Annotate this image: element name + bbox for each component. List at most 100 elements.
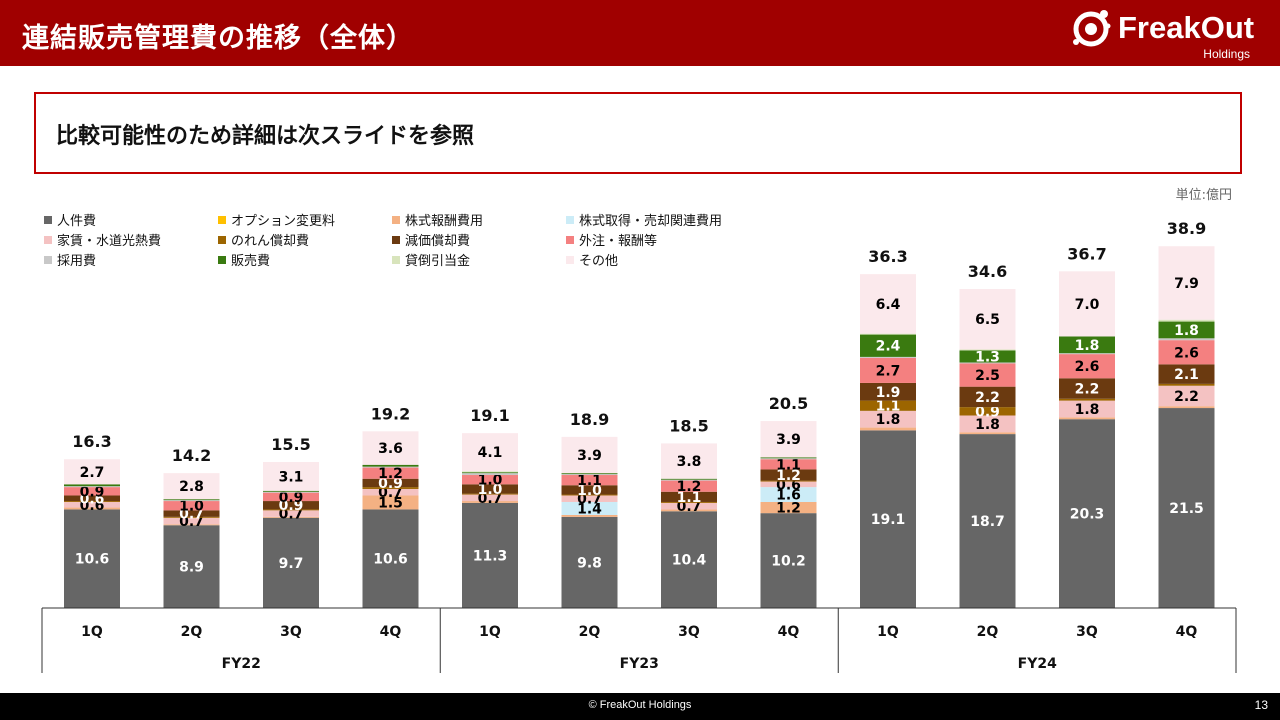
data-label: 10.6 <box>75 552 110 568</box>
legend-item: その他 <box>566 250 618 269</box>
data-label: 1.3 <box>975 349 1000 365</box>
legend-label: 販売費 <box>231 254 271 269</box>
legend-item: 減価償却費 <box>392 230 470 249</box>
total-label: 14.2 <box>172 446 211 465</box>
bar-segment <box>163 501 220 511</box>
bar-segment <box>661 509 717 512</box>
data-label: 1.1 <box>776 457 801 473</box>
bar-segment <box>64 486 120 488</box>
bar-segment <box>163 524 220 526</box>
data-label: 0.9 <box>279 498 304 514</box>
bar-segment <box>860 382 916 401</box>
bar-segment <box>1059 398 1115 401</box>
bar-segment <box>263 491 319 493</box>
bar-segment <box>860 333 916 335</box>
bar-segment <box>860 334 916 357</box>
data-label: 2.2 <box>975 390 1000 406</box>
bar-segment <box>561 494 618 496</box>
bar-segment <box>561 515 618 517</box>
data-label: 1.2 <box>378 466 403 482</box>
data-label: 1.5 <box>378 495 403 511</box>
logo-name: FreakOut <box>1118 10 1255 45</box>
bar-segment <box>561 475 618 486</box>
legend-swatch <box>392 236 400 244</box>
data-label: 1.1 <box>677 490 702 506</box>
bar-segment <box>1059 271 1115 337</box>
legend-swatch <box>218 216 226 224</box>
bar-segment <box>760 487 817 502</box>
data-label: 11.3 <box>473 548 508 564</box>
legend-label: 採用費 <box>57 254 97 269</box>
logo-subtitle: Holdings <box>1203 47 1250 61</box>
data-label: 2.7 <box>80 465 105 481</box>
data-label: 6.4 <box>876 297 901 313</box>
legend-swatch <box>44 216 52 224</box>
data-label: 1.1 <box>876 399 901 415</box>
bar-segment <box>661 511 717 608</box>
bar-segment <box>959 432 1016 435</box>
bar-segment <box>163 516 220 518</box>
x-tick-label: 4Q <box>1176 624 1198 640</box>
data-label: 6.5 <box>975 312 1000 328</box>
bar-segment <box>263 492 319 502</box>
x-tick-label: 1Q <box>877 624 899 640</box>
bar-segment <box>263 510 319 517</box>
data-label: 2.6 <box>1174 345 1199 361</box>
bar-segment <box>1158 406 1215 409</box>
bar-segment <box>163 499 220 501</box>
bar-segment <box>661 501 717 503</box>
bar-segment <box>462 473 518 476</box>
legend-item: 株式取得・売却関連費用 <box>566 210 722 229</box>
bar-segment <box>860 356 916 358</box>
data-label: 0.9 <box>279 490 304 506</box>
bar-segment <box>959 415 1016 433</box>
total-label: 18.9 <box>570 410 609 429</box>
bar-segment <box>1158 319 1215 322</box>
bar-segment <box>362 487 419 489</box>
sga-stacked-bar-chart: 10.60.60.60.92.716.38.90.70.71.02.814.29… <box>41 219 1237 673</box>
data-label: 10.4 <box>672 553 707 569</box>
bar-segment <box>760 458 817 460</box>
legend-item: オプション変更料 <box>218 210 335 229</box>
legend-item: のれん償却費 <box>218 230 309 249</box>
bar-segment <box>561 516 618 608</box>
bar-segment <box>661 491 717 502</box>
bar-segment <box>163 500 220 502</box>
bar-segment <box>760 459 817 470</box>
bar-segment <box>64 509 120 608</box>
data-label: 2.4 <box>876 339 901 355</box>
legend-label: その他 <box>579 254 619 269</box>
bar-segment <box>263 509 319 511</box>
bar-segment <box>959 362 1016 364</box>
data-label: 3.9 <box>577 448 602 464</box>
legend-label: 人件費 <box>57 214 97 229</box>
bar-segment <box>1059 417 1115 420</box>
bar-segment <box>163 473 220 500</box>
x-tick-label: 4Q <box>778 624 800 640</box>
bar-segment <box>959 289 1016 350</box>
legend-item: 家賃・水道光熱費 <box>44 230 161 249</box>
bar-segment <box>661 502 717 510</box>
legend-swatch <box>44 256 52 264</box>
data-label: 1.9 <box>876 385 901 401</box>
bar-segment <box>462 501 518 503</box>
bar-segment <box>860 400 916 411</box>
header-bar: 連結販売管理費の推移（全体） FreakOut Holdings <box>0 0 1280 66</box>
footer-copyright: © FreakOut Holdings <box>588 699 692 711</box>
bar-segment <box>661 478 717 480</box>
group-label: FY24 <box>1018 656 1057 672</box>
data-label: 1.6 <box>776 488 801 504</box>
bar-segment <box>263 490 319 492</box>
bar-segment <box>760 457 817 459</box>
bar-segment <box>1059 336 1115 354</box>
data-label: 0.7 <box>677 499 702 515</box>
bar-segment <box>64 507 120 510</box>
legend-item: 外注・報酬等 <box>566 230 657 249</box>
bar-segment <box>1158 408 1215 608</box>
x-tick-label: 4Q <box>380 624 402 640</box>
legend-label: 株式取得・売却関連費用 <box>579 214 723 229</box>
bar-segment <box>1158 321 1215 339</box>
bar-segment <box>362 464 419 467</box>
bar-segment <box>760 421 817 458</box>
data-label: 0.7 <box>179 514 204 530</box>
